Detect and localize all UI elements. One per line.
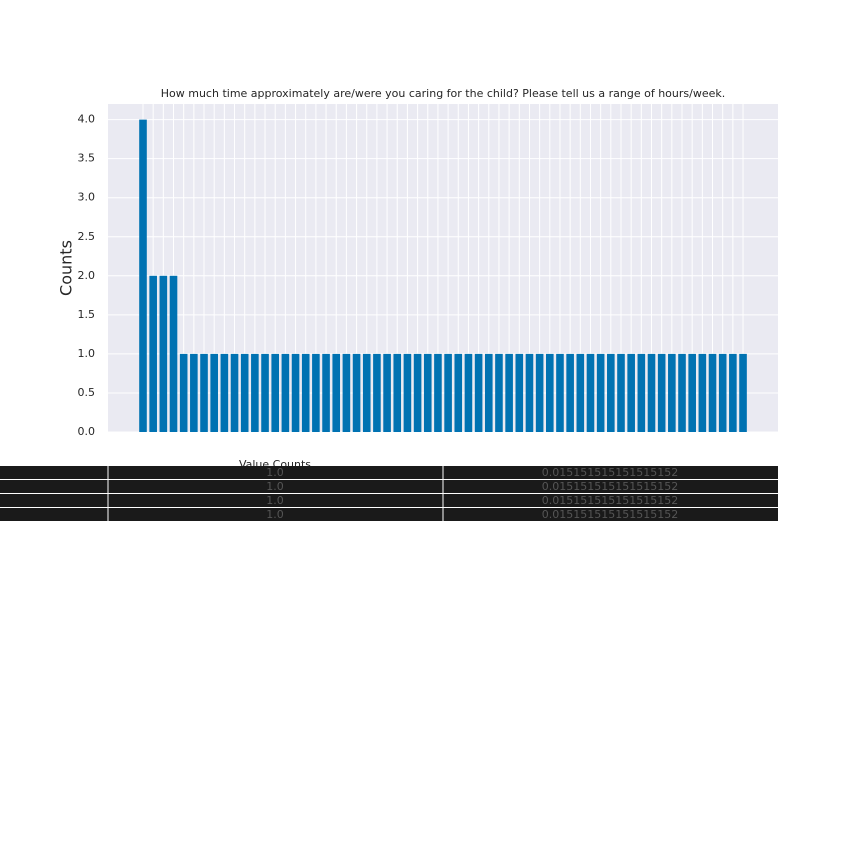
bar	[454, 353, 463, 432]
table-cell: 1.0	[266, 494, 284, 507]
bar	[434, 353, 442, 432]
y-tick-label: 3.0	[78, 191, 96, 204]
table-row	[0, 466, 778, 479]
table-cell: 1.0	[266, 508, 284, 521]
bar	[546, 353, 554, 432]
bar	[281, 353, 290, 432]
y-tick-label: 4.0	[78, 113, 96, 126]
plot-background	[108, 104, 778, 432]
bar	[373, 353, 381, 432]
bar	[159, 275, 168, 432]
bar	[352, 353, 361, 432]
bar	[566, 353, 574, 432]
bar	[149, 275, 157, 432]
bar	[688, 353, 696, 432]
bar	[729, 353, 737, 432]
bar	[251, 353, 259, 432]
bar	[444, 353, 452, 432]
bar	[718, 353, 727, 432]
table-row	[0, 480, 778, 493]
bar	[383, 353, 391, 432]
bar	[627, 353, 635, 432]
bar	[210, 353, 218, 432]
table-cell: 0.015151515151515152	[542, 508, 678, 521]
bar	[342, 353, 351, 432]
bar	[586, 353, 595, 432]
bar	[484, 353, 493, 432]
bar	[362, 353, 371, 432]
bar	[139, 119, 147, 432]
bar	[495, 353, 503, 432]
table-row	[0, 508, 778, 521]
chart-title: How much time approximately are/were you…	[161, 87, 725, 100]
y-tick-label: 1.5	[78, 308, 96, 321]
table-cell: 1.0	[266, 466, 284, 479]
bar	[637, 353, 646, 432]
bar	[678, 353, 686, 432]
table-cell: 1.0	[266, 480, 284, 493]
bar	[240, 353, 249, 432]
bar	[179, 353, 188, 432]
bar	[423, 353, 432, 432]
bar	[698, 353, 707, 432]
y-tick-label: 0.5	[78, 386, 96, 399]
bar	[271, 353, 280, 432]
bar	[230, 353, 239, 432]
y-tick-label: 3.5	[78, 152, 96, 165]
bar	[190, 353, 198, 432]
bar	[576, 353, 585, 432]
bar	[515, 353, 524, 432]
bar	[647, 353, 656, 432]
bar	[708, 353, 717, 432]
bar	[474, 353, 483, 432]
bar	[739, 353, 747, 432]
bar	[464, 353, 473, 432]
bar	[393, 353, 402, 432]
bar	[261, 353, 269, 432]
bar	[332, 353, 341, 432]
y-tick-label: 2.5	[78, 230, 96, 243]
table-row	[0, 494, 778, 507]
table-cell: 0.015151515151515152	[542, 466, 678, 479]
bar	[413, 353, 422, 432]
bar	[403, 353, 412, 432]
bar	[617, 353, 625, 432]
bar	[200, 353, 208, 432]
table-cell: 0.015151515151515152	[542, 480, 678, 493]
bar	[535, 353, 544, 432]
y-tick-label: 2.0	[78, 269, 96, 282]
bar	[657, 353, 666, 432]
bar	[607, 353, 615, 432]
y-tick-label: 1.0	[78, 347, 96, 360]
bar	[301, 353, 310, 432]
bar	[596, 353, 605, 432]
bar	[220, 353, 229, 432]
bar	[525, 353, 534, 432]
y-tick-label: 0.0	[78, 425, 96, 438]
bar	[291, 353, 300, 432]
bar	[556, 353, 564, 432]
bar	[668, 353, 676, 432]
table-cell: 0.015151515151515152	[542, 494, 678, 507]
bar	[312, 353, 320, 432]
bar	[169, 275, 178, 432]
bar	[505, 353, 513, 432]
y-axis-label: Counts	[57, 240, 76, 296]
bar	[322, 353, 330, 432]
